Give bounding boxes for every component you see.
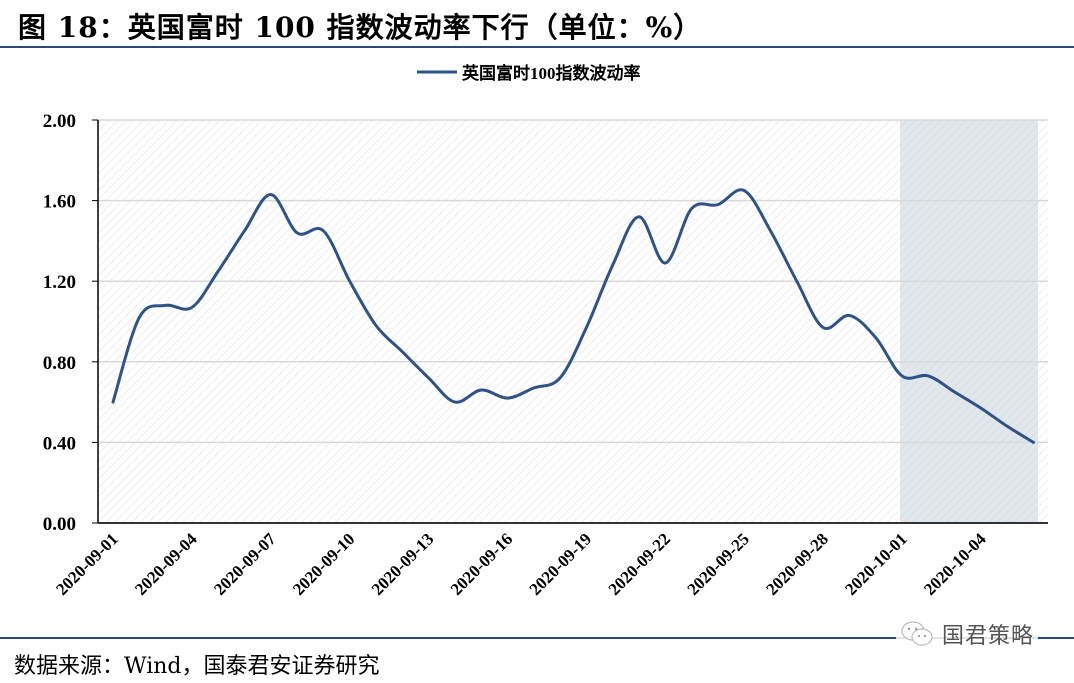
x-axis-tick-labels: 2020-09-01 2020-09-04 2020-09-07 2020-09-10… — [52, 529, 990, 599]
y-tick-label: 0.40 — [43, 433, 76, 454]
y-tick-label: 1.60 — [43, 192, 76, 213]
y-tick-label: 2.00 — [43, 111, 76, 132]
x-tick-label: 2020-09-13 — [368, 529, 438, 599]
line-chart: 英国富时100指数波动率 0.00 0.40 0.80 1.20 1.60 2.00 20… — [43, 63, 1048, 599]
x-tick-label: 2020-09-01 — [52, 529, 122, 599]
y-tick-label: 0.00 — [43, 514, 76, 535]
x-tick-label: 2020-10-04 — [920, 529, 990, 599]
x-tick-label: 2020-09-19 — [526, 529, 596, 599]
x-tick-label: 2020-09-04 — [131, 529, 201, 599]
x-tick-label: 2020-09-16 — [447, 529, 517, 599]
x-tick-label: 2020-10-01 — [841, 529, 911, 599]
forecast-shaded-region — [900, 120, 1038, 523]
x-tick-label: 2020-09-25 — [683, 529, 753, 599]
chart-legend: 英国富时100指数波动率 — [417, 63, 641, 83]
watermark: 国君策略 — [896, 618, 1039, 650]
title-divider — [0, 46, 1074, 48]
x-tick-label: 2020-09-22 — [605, 529, 675, 599]
x-tick-label: 2020-09-28 — [762, 529, 832, 599]
data-source-note: 数据来源：Wind，国泰君安证券研究 — [14, 654, 380, 679]
watermark-text: 国君策略 — [942, 624, 1035, 649]
y-tick-label: 1.20 — [43, 272, 76, 293]
legend-label: 英国富时100指数波动率 — [462, 63, 641, 83]
volatility-line — [111, 188, 1035, 444]
footer-divider — [0, 637, 1074, 639]
y-axis-ticks: 0.00 0.40 0.80 1.20 1.60 2.00 — [43, 111, 98, 535]
figure-title: 图 18：英国富时 100 指数波动率下行（单位：%） — [18, 11, 703, 44]
wechat-icon — [901, 621, 933, 646]
y-tick-label: 0.80 — [43, 353, 76, 374]
x-tick-label: 2020-09-07 — [210, 529, 280, 599]
x-tick-label: 2020-09-10 — [289, 529, 359, 599]
plot-area — [98, 120, 1048, 523]
